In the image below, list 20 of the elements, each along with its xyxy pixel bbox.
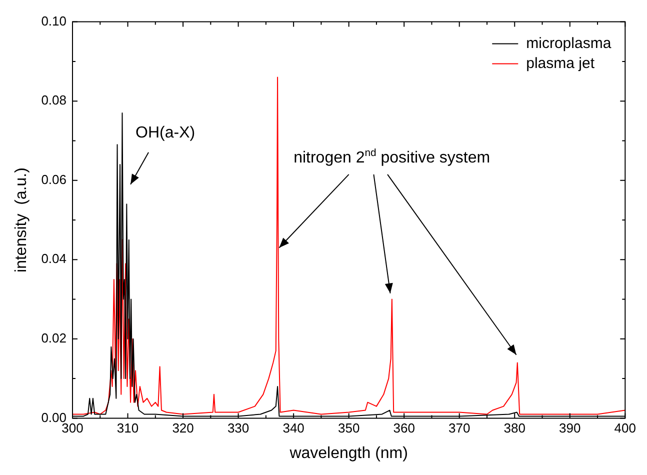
x-axis-title: wavelength (nm): [288, 444, 408, 462]
legend-label: plasma jet: [526, 54, 596, 72]
y-tick-label: 0.10: [41, 13, 66, 28]
x-tick-label: 390: [559, 420, 581, 436]
x-tick-label: 330: [227, 420, 250, 436]
y-tick-label: 0.06: [41, 172, 66, 187]
y-tick-label: 0.04: [41, 251, 66, 266]
x-tick-label: 310: [116, 420, 139, 436]
x-tick-label: 380: [504, 420, 526, 436]
x-tick-label: 350: [338, 420, 360, 436]
y-axis-title: intensity (a.u.): [13, 168, 30, 272]
x-tick-label: 340: [282, 420, 304, 436]
x-tick-label: 360: [393, 420, 415, 436]
x-tick-label: 320: [172, 420, 194, 436]
y-tick-label: 0.02: [41, 330, 66, 346]
y-tick-label: 0.08: [41, 92, 66, 108]
x-tick-label: 370: [448, 420, 470, 436]
annotation: OH(a-X): [136, 124, 196, 142]
legend-label: microplasma: [526, 34, 612, 52]
x-tick-label: 400: [614, 420, 636, 436]
